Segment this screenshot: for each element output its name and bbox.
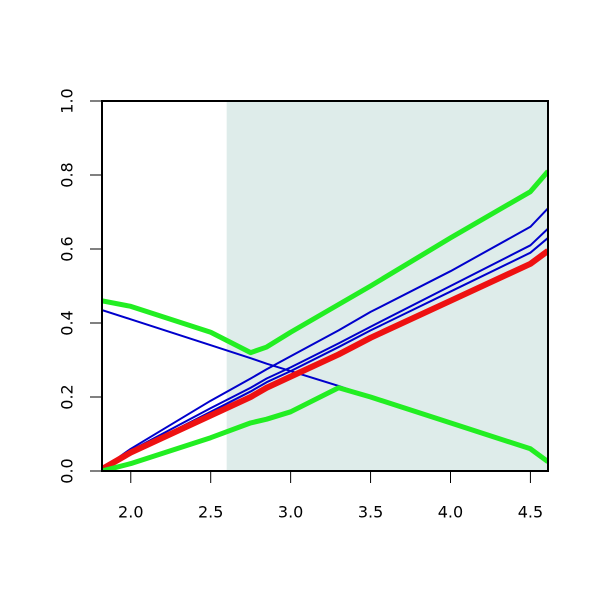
shaded-region (226, 101, 548, 471)
x-tick-label: 2.0 (118, 503, 143, 522)
data-line (102, 248, 548, 471)
y-tick-label: 1.0 (58, 88, 77, 113)
y-tick-label: 0.4 (58, 310, 77, 335)
x-tick-label: 3.5 (358, 503, 383, 522)
plot-box (101, 100, 549, 472)
x-tick-label: 4.5 (518, 503, 543, 522)
y-tick-label: 0.2 (58, 384, 77, 409)
data-line (102, 169, 548, 356)
x-tick-label: 3.0 (278, 503, 303, 522)
data-line (102, 385, 548, 471)
x-tick-label: 4.0 (438, 503, 463, 522)
y-tick-label: 0.0 (58, 458, 77, 483)
y-tick-label: 0.6 (58, 236, 77, 261)
y-tick-label: 0.8 (58, 162, 77, 187)
data-line (102, 227, 548, 470)
x-tick-label: 2.5 (198, 503, 223, 522)
data-line (102, 207, 548, 470)
